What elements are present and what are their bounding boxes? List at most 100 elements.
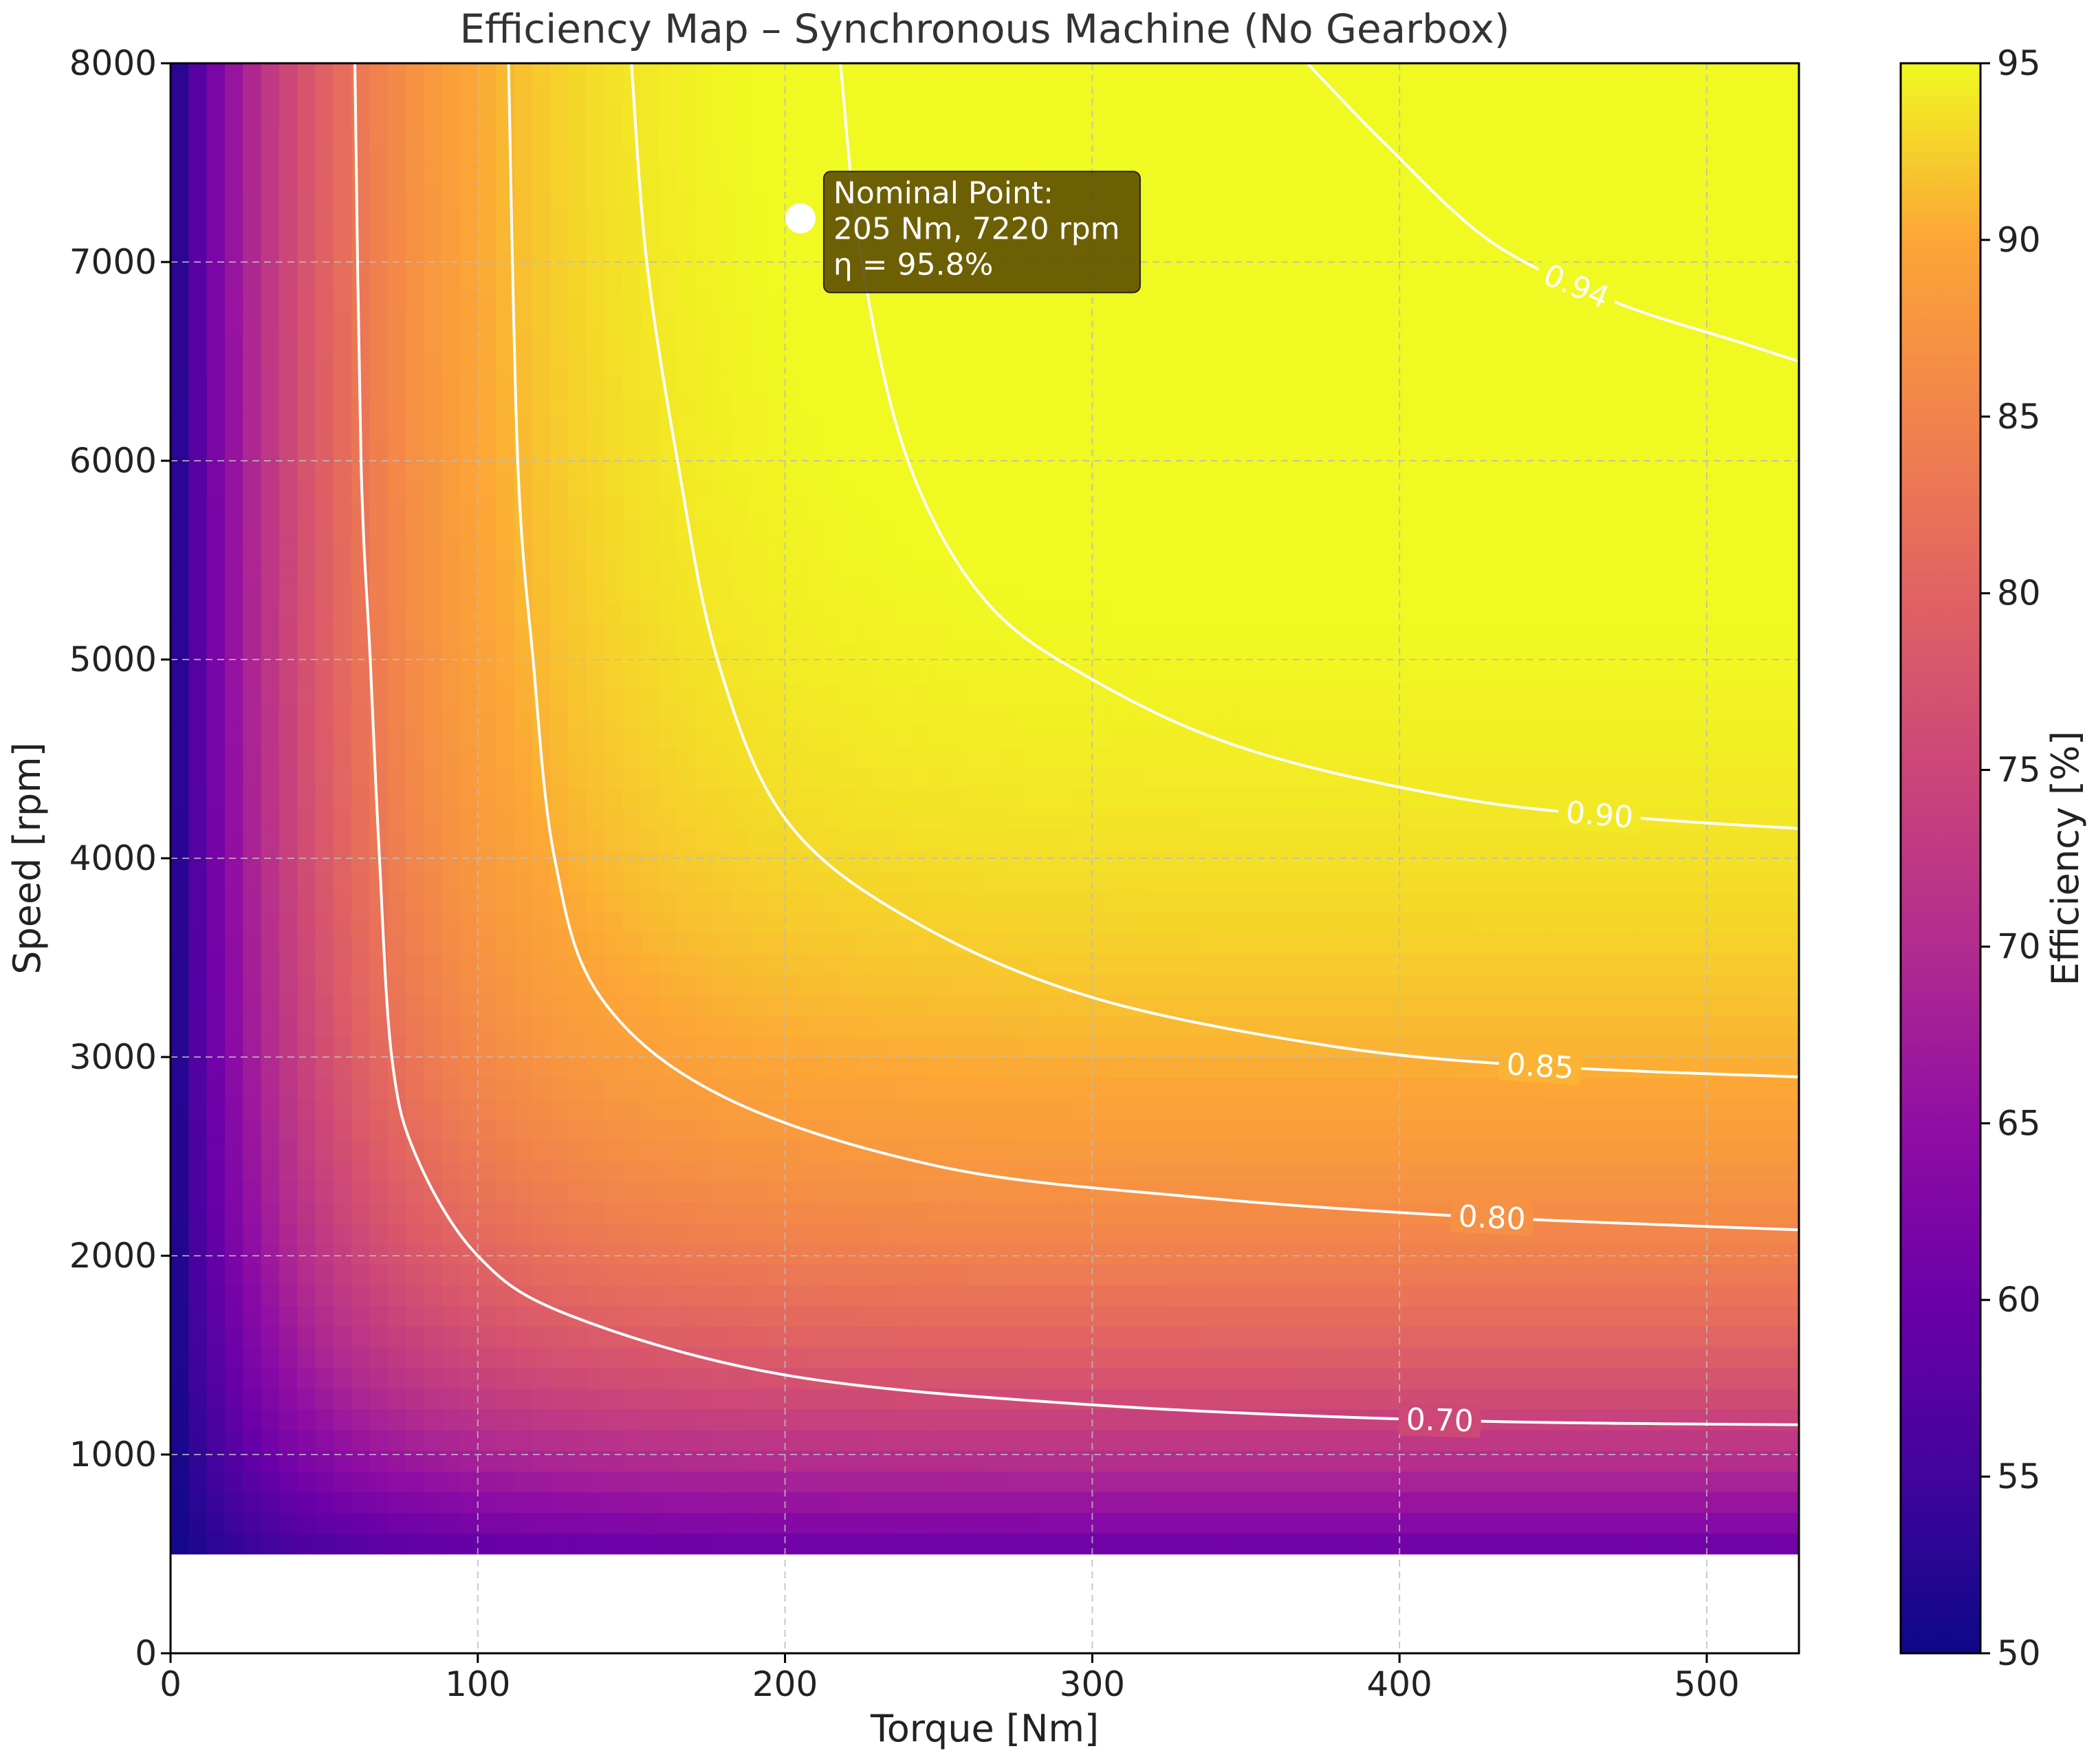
heatmap-cell [188, 1015, 208, 1037]
heatmap-cell [532, 394, 552, 416]
heatmap-cell [1057, 1036, 1076, 1058]
heatmap-cell [785, 1015, 805, 1037]
heatmap-cell [641, 787, 660, 809]
heatmap-cell [188, 539, 208, 561]
heatmap-cell [459, 642, 479, 664]
heatmap-cell [406, 519, 425, 541]
heatmap-cell [315, 871, 334, 892]
heatmap-cell [1020, 1160, 1040, 1182]
heatmap-cell [1238, 1533, 1257, 1555]
heatmap-cell [1201, 228, 1221, 250]
heatmap-cell [713, 208, 732, 230]
heatmap-cell [1075, 84, 1094, 105]
heatmap-cell [1346, 580, 1366, 602]
heatmap-cell [1183, 974, 1203, 996]
heatmap-cell [279, 498, 298, 520]
heatmap-cell [297, 787, 316, 809]
heatmap-cell [1201, 1201, 1221, 1223]
heatmap-cell [912, 746, 931, 768]
heatmap-cell [1111, 1140, 1131, 1162]
heatmap-cell [1220, 394, 1239, 416]
heatmap-cell [1346, 664, 1366, 685]
heatmap-cell [622, 1160, 642, 1182]
heatmap-cell [1274, 125, 1293, 147]
heatmap-cell [441, 684, 461, 706]
heatmap-cell [224, 1305, 244, 1327]
heatmap-cell [1020, 1429, 1040, 1451]
heatmap-cell [1201, 1429, 1221, 1451]
heatmap-cell [1038, 84, 1058, 105]
heatmap-cell [188, 684, 208, 706]
heatmap-cell [1292, 84, 1311, 105]
heatmap-cell [604, 746, 624, 768]
heatmap-cell [1364, 1057, 1384, 1078]
heatmap-cell [514, 84, 534, 105]
heatmap-cell [677, 373, 696, 395]
heatmap-cell [1256, 849, 1275, 871]
heatmap-cell [351, 808, 371, 830]
heatmap-cell [1274, 353, 1293, 375]
heatmap-cell [1382, 1098, 1401, 1120]
heatmap-cell [369, 1305, 389, 1327]
heatmap-cell [315, 746, 334, 768]
heatmap-cell [966, 974, 985, 996]
heatmap-cell [550, 332, 569, 354]
heatmap-cell [206, 1140, 226, 1162]
heatmap-cell [261, 1326, 280, 1348]
heatmap-cell [1038, 1326, 1058, 1348]
heatmap-cell [568, 622, 587, 644]
heatmap-cell [1364, 353, 1384, 375]
heatmap-cell [1129, 1036, 1148, 1058]
heatmap-cell [315, 125, 334, 147]
heatmap-cell [803, 332, 822, 354]
heatmap-cell [1147, 1326, 1166, 1348]
heatmap-cell [279, 477, 298, 499]
heatmap-cell [261, 684, 280, 706]
heatmap-cell [677, 1201, 696, 1223]
heatmap-cell [604, 63, 624, 85]
heatmap-cell [424, 105, 443, 127]
heatmap-cell [840, 1471, 859, 1492]
heatmap-cell [641, 1078, 660, 1099]
heatmap-cell [297, 1512, 316, 1534]
heatmap-cell [1003, 974, 1022, 996]
heatmap-cell [1401, 1533, 1420, 1555]
heatmap-cell [930, 63, 950, 85]
heatmap-cell [1256, 767, 1275, 789]
heatmap-cell [985, 560, 1004, 582]
heatmap-cell [224, 498, 244, 520]
heatmap-cell [441, 705, 461, 727]
heatmap-cell [695, 435, 714, 457]
heatmap-cell [171, 1119, 190, 1141]
heatmap-cell [514, 63, 534, 85]
heatmap-cell [1129, 63, 1148, 85]
heatmap-cell [424, 1243, 443, 1265]
heatmap-cell [1346, 125, 1366, 147]
heatmap-cell [496, 1388, 515, 1410]
heatmap-cell [261, 1347, 280, 1369]
heatmap-cell [1220, 787, 1239, 809]
heatmap-cell [713, 849, 732, 871]
heatmap-cell [315, 684, 334, 706]
heatmap-cell [912, 664, 931, 685]
heatmap-cell [749, 249, 769, 271]
heatmap-cell [1111, 622, 1131, 644]
heatmap-cell [188, 1264, 208, 1285]
heatmap-cell [930, 1015, 950, 1037]
heatmap-cell [171, 560, 190, 582]
heatmap-cell [279, 1347, 298, 1369]
heatmap-cell [677, 1264, 696, 1285]
heatmap-cell [1382, 1326, 1401, 1348]
heatmap-cell [369, 270, 389, 292]
heatmap-cell [948, 125, 968, 147]
heatmap-cell [677, 249, 696, 271]
heatmap-cell [1346, 249, 1366, 271]
heatmap-cell [1382, 849, 1401, 871]
heatmap-cell [224, 601, 244, 623]
heatmap-cell [713, 787, 732, 809]
heatmap-cell [659, 1243, 678, 1265]
heatmap-cell [496, 787, 515, 809]
heatmap-cell [1364, 664, 1384, 685]
heatmap-cell [568, 787, 587, 809]
heatmap-cell [731, 1285, 750, 1307]
